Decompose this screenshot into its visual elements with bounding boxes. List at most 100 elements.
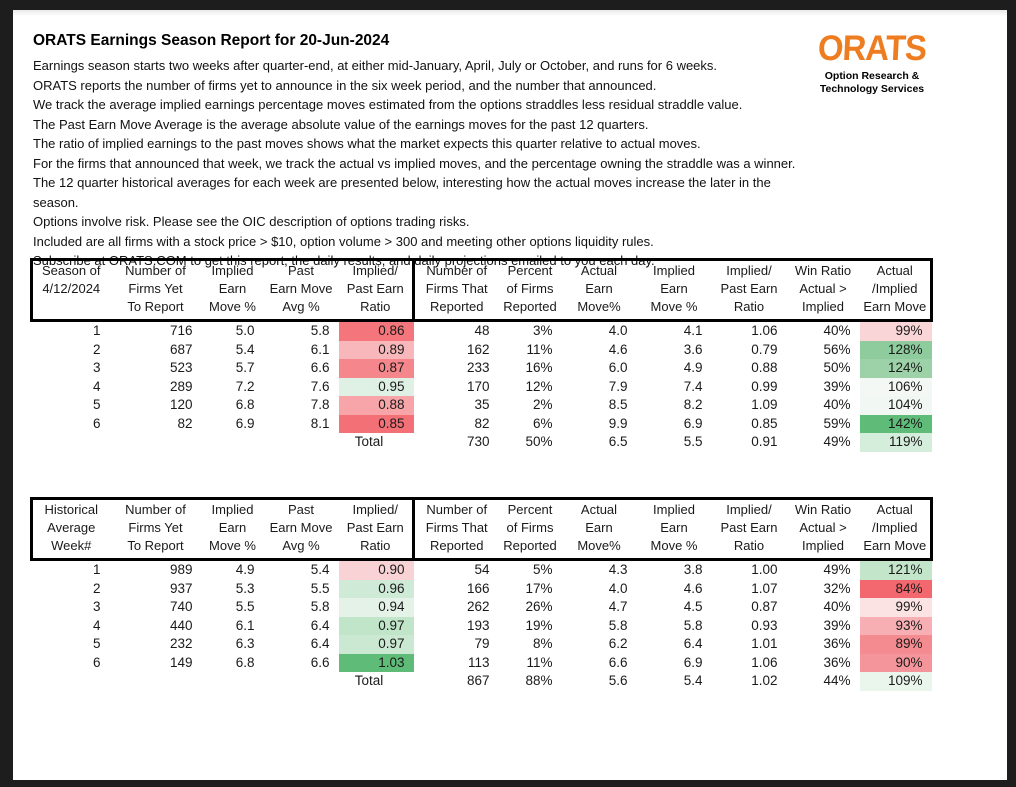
table-cell: 11% [526,654,553,670]
table-cell: 7.4 [683,378,703,394]
table-row: 1 716 5.0 5.8 0.86 48 3% 4.0 4.1 1.06 40% 99% [32,320,932,341]
table-cell: 6.9 [683,415,703,431]
table-cell: 687 [169,341,193,357]
table-cell: 6% [532,415,553,431]
table-cell: 26% [525,599,553,614]
table-row: 6 82 6.9 8.1 0.85 82 6% 9.9 6.9 0.85 59% 142% [32,414,932,433]
table-cell: 170 [466,378,490,394]
table-cell: 1 [92,562,101,577]
table-cell: 4.0 [608,323,628,338]
table-cell: 0.89 [338,340,414,359]
table-cell [264,433,339,452]
column-header: Implied/ Past Earn Ratio [338,497,414,561]
intro-line: ORATS reports the number of firms yet to… [33,77,657,93]
column-header: Implied Earn Move % [636,497,712,561]
table-cell: 121% [859,559,932,580]
intro-line: Included are all firms with a stock pric… [33,233,654,249]
table-cell: 0.87 [338,359,414,378]
table-cell: 3.6 [683,341,703,357]
table-cell: 262 [466,599,490,614]
table-cell: 48 [474,323,490,338]
table-cell: 5.4 [310,562,330,577]
table-cell: 4.0 [608,580,628,596]
table-cell: 5.6 [608,673,628,688]
table-cell: 5.4 [235,341,255,357]
column-header: Actual Earn Move% [561,258,637,322]
table-cell: 1 [92,323,101,338]
table-cell: 0.85 [751,415,778,431]
table-cell: 4.6 [608,341,628,357]
table-cell [32,433,110,452]
column-header: Implied/ Past Earn Ratio [711,497,787,561]
table-cell: 5.5 [235,599,255,614]
table-cell: 1.07 [751,580,778,596]
table-cell: 6.9 [683,654,703,670]
column-header: Number of Firms Yet To Report [109,497,202,561]
table-cell: 4 [92,617,101,633]
column-header: Implied Earn Move % [201,497,264,561]
table-cell: 17% [525,580,553,596]
table-cell: 0.86 [338,320,414,341]
table-cell: 9.9 [608,415,628,431]
column-header: Actual /Implied Earn Move [859,258,933,322]
table-cell: 106% [859,377,932,396]
table-row: 2 937 5.3 5.5 0.96 166 17% 4.0 4.6 1.07 32% 84% [32,579,932,598]
table-cell: 49% [823,562,851,577]
intro-line: The 12 quarter historical averages for e… [33,175,771,210]
table-cell: 3.8 [683,562,703,577]
table-cell: 142% [859,414,932,433]
table-cell: 730 [466,434,490,449]
table-cell: Total [354,434,384,449]
column-header: Implied/ Past Earn Ratio [338,258,414,322]
table-cell: 35 [474,397,490,412]
table-cell: 523 [169,360,193,375]
table-cell: 937 [169,580,193,596]
table-cell: 7.6 [310,378,330,394]
orats-wordmark: ORATS [817,27,928,68]
table-cell: 6.4 [683,636,703,651]
table-cell: 1.02 [751,673,778,688]
table-cell: 2% [532,397,553,412]
table-cell: 119% [859,433,932,452]
table-cell: 40% [823,599,851,614]
table-cell: 289 [169,378,193,394]
table-cell: 2 [92,341,101,357]
table-cell: 6.2 [608,636,628,651]
table-cell: 4 [92,378,101,394]
table-cell: 162 [466,341,490,357]
table-cell: 0.90 [338,559,414,580]
table-cell: 1.03 [338,653,414,672]
table-body: 1 989 4.9 5.4 0.90 54 5% 4.3 3.8 1.00 49% 121% 2 937 5… [32,559,932,691]
column-header: Actual /Implied Earn Move [859,497,933,561]
table-header-row: Historical Average Week# Number of Firms… [30,497,933,561]
orats-tagline: Option Research & Technology Services [819,70,925,95]
table-cell: 5.8 [310,323,330,338]
table-cell: 104% [859,396,932,415]
table-cell: 7.8 [310,397,330,412]
current-season-table: Season of 4/12/2024 Number of Firms Yet … [30,258,933,452]
table-body: 1 716 5.0 5.8 0.86 48 3% 4.0 4.1 1.06 40% 99% 2 687 5.… [32,320,932,452]
table-cell: 6.6 [310,360,330,375]
table-cell: 5.8 [683,617,703,633]
table-cell: 39% [823,617,851,633]
table-cell: 3 [92,599,101,614]
table-cell: 8.1 [310,415,330,431]
table-cell: 50% [823,360,851,375]
intro-paragraphs: Earnings season starts two weeks after q… [33,56,813,271]
table-cell: 49% [823,434,851,449]
table-cell: 5.3 [235,580,255,596]
intro-line: The Past Earn Move Average is the averag… [33,116,649,132]
table-header: Season of 4/12/2024 Number of Firms Yet … [30,258,933,322]
table-cell: 84% [859,579,932,598]
table-cell: 6.9 [235,415,255,431]
table-cell: 40% [823,323,851,338]
column-header: Number of Firms That Reported [412,258,499,322]
table-row: 4 440 6.1 6.4 0.97 193 19% 5.8 5.8 0.93 39% 93% [32,616,932,635]
table-cell: 1.06 [751,654,778,670]
intro-line: Earnings season starts two weeks after q… [33,58,718,73]
report-page: ORATS Earnings Season Report for 20-Jun-… [13,10,1007,780]
table-header-row: Season of 4/12/2024 Number of Firms Yet … [30,258,933,322]
table-cell: 149 [169,654,193,670]
table-cell: 0.95 [338,377,414,396]
table-cell: 1.09 [751,397,778,412]
